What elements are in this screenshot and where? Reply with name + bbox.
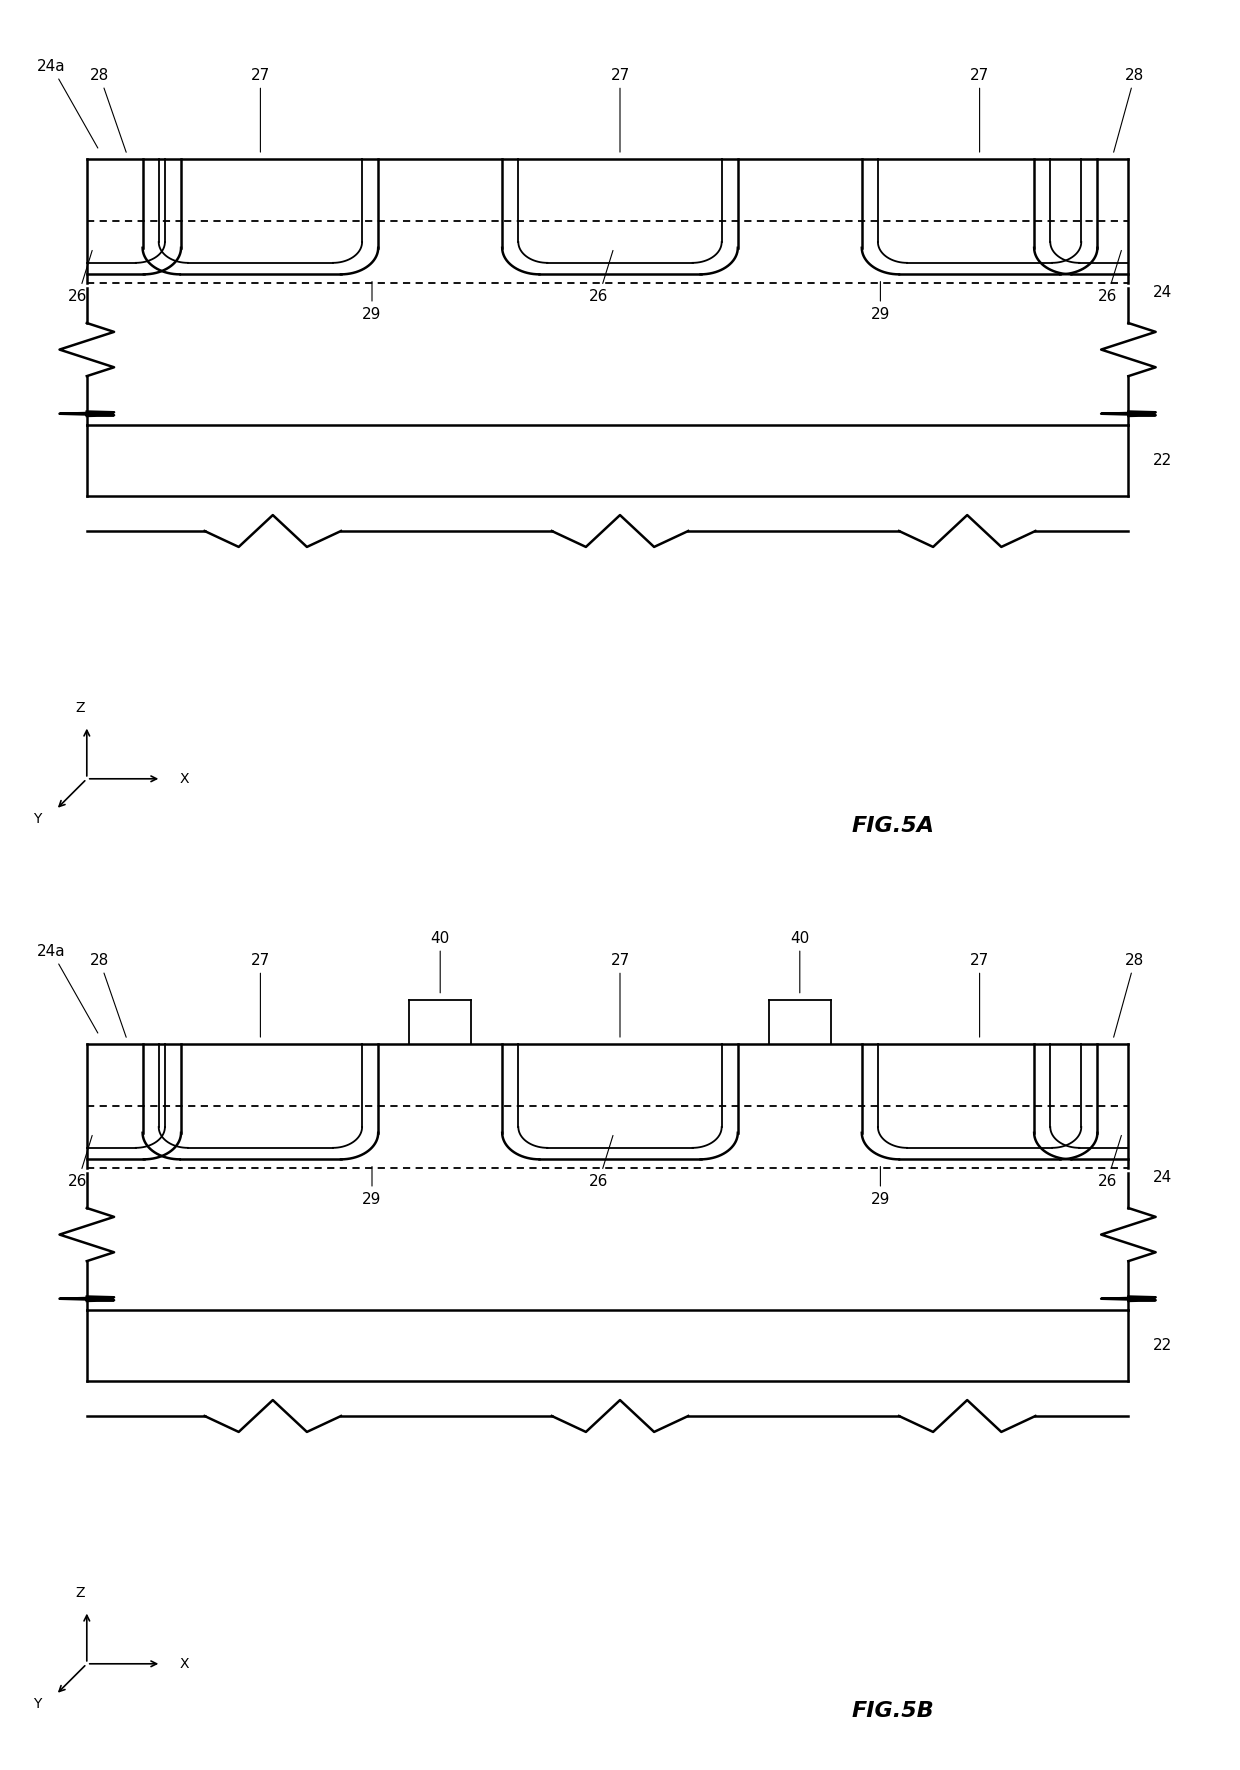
Text: Y: Y xyxy=(33,1697,41,1712)
Text: 28: 28 xyxy=(91,952,126,1037)
Text: 28: 28 xyxy=(1114,952,1145,1037)
Text: 26: 26 xyxy=(68,1135,92,1189)
Text: 24: 24 xyxy=(1153,1170,1173,1184)
Text: 26: 26 xyxy=(1097,1135,1121,1189)
Text: 40: 40 xyxy=(790,931,810,993)
Text: X: X xyxy=(180,772,190,786)
Text: 27: 27 xyxy=(610,952,630,1037)
Text: 24a: 24a xyxy=(37,943,98,1034)
Text: X: X xyxy=(180,1657,190,1671)
Text: 26: 26 xyxy=(589,250,613,304)
Text: 29: 29 xyxy=(362,1166,382,1207)
Text: 26: 26 xyxy=(68,250,92,304)
Text: 27: 27 xyxy=(970,952,990,1037)
Text: 24: 24 xyxy=(1153,285,1173,299)
Text: 27: 27 xyxy=(970,67,990,152)
Text: Z: Z xyxy=(76,701,86,715)
Text: 22: 22 xyxy=(1153,1338,1173,1352)
Text: 29: 29 xyxy=(870,1166,890,1207)
Text: FIG.5A: FIG.5A xyxy=(852,816,934,835)
Text: 26: 26 xyxy=(589,1135,613,1189)
Text: Y: Y xyxy=(33,812,41,827)
Text: 22: 22 xyxy=(1153,453,1173,467)
Text: 40: 40 xyxy=(430,931,450,993)
Text: 29: 29 xyxy=(870,281,890,322)
Text: 28: 28 xyxy=(91,67,126,152)
Text: 29: 29 xyxy=(362,281,382,322)
Text: 28: 28 xyxy=(1114,67,1145,152)
Text: 27: 27 xyxy=(250,952,270,1037)
Text: 27: 27 xyxy=(250,67,270,152)
Text: 24a: 24a xyxy=(37,58,98,149)
Text: 26: 26 xyxy=(1097,250,1121,304)
Text: Z: Z xyxy=(76,1586,86,1600)
Text: FIG.5B: FIG.5B xyxy=(852,1701,934,1720)
Text: 27: 27 xyxy=(610,67,630,152)
